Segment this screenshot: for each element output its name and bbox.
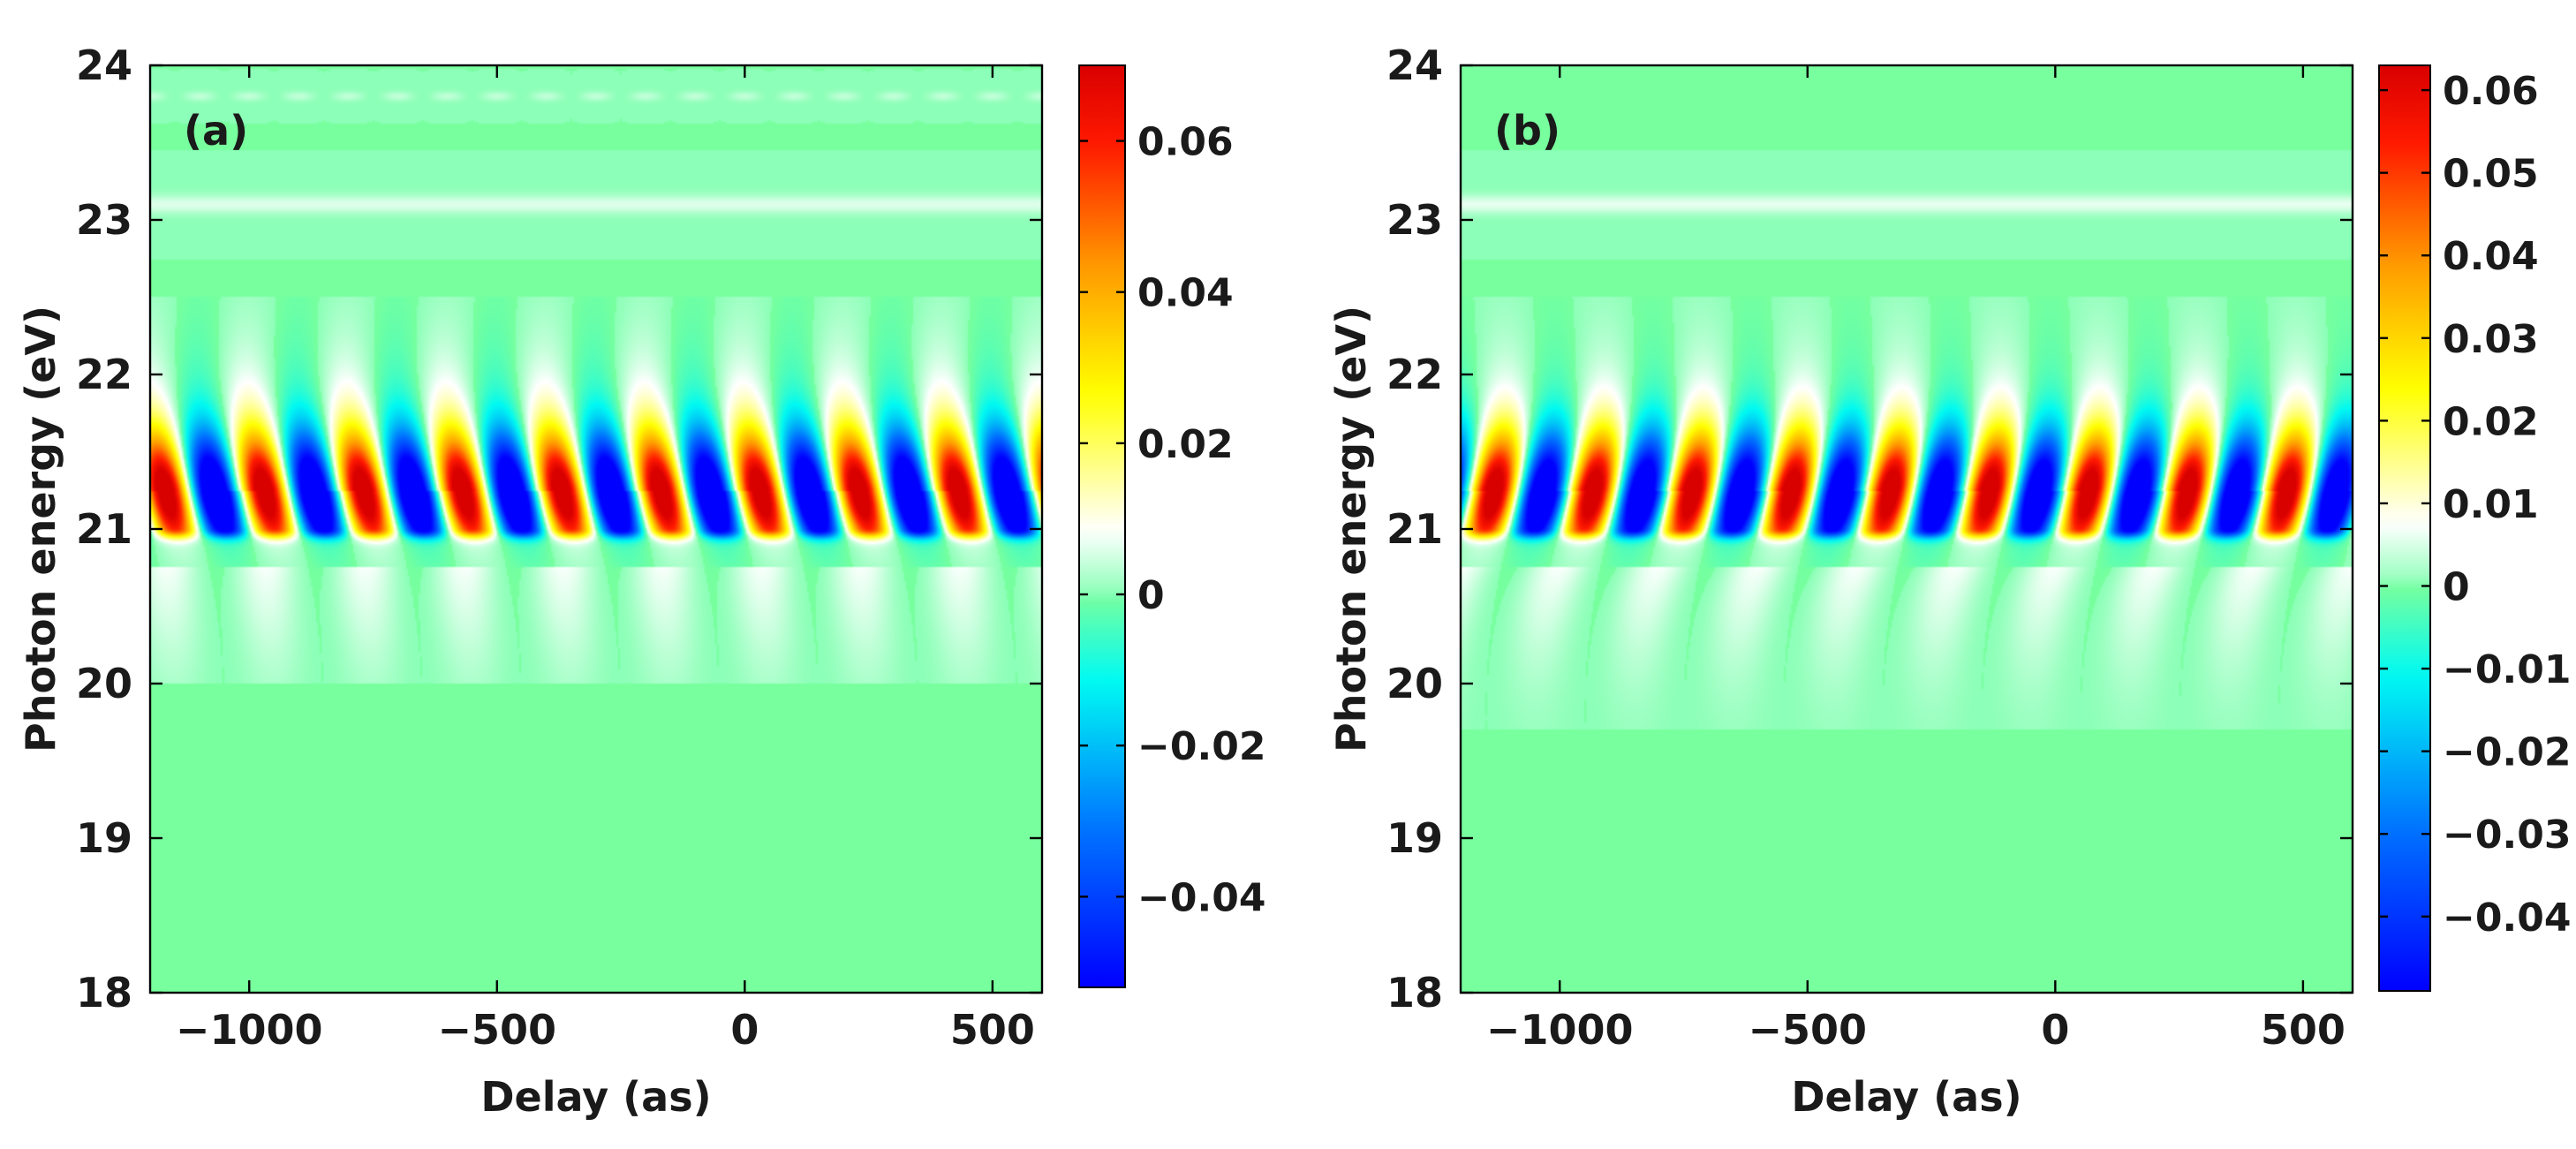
panel-a: −1000 −500 0 500 18 19 20 21 22 23 24 (a) Delay (a… [17,42,1265,1121]
panel-label-b: (b) [1494,107,1560,155]
colorbar-tick-label: 0.05 [2443,152,2539,197]
colorbar-tick-label: −0.04 [2443,896,2571,941]
panel-label-a: (a) [184,107,248,155]
y-axis-title-b: Photon energy (eV) [1327,306,1375,752]
colorbar-tick-label: 0.03 [2443,317,2539,362]
y-tick-label: 23 [1386,196,1443,244]
colorbar-tick-label: 0.04 [1137,271,1234,316]
y-tick-label: 23 [76,196,132,244]
y-tick-label: 21 [1386,505,1443,553]
colorbar-tick-label: −0.02 [2443,730,2571,775]
colorbar-b [2378,64,2431,992]
colorbar-ticks-b: −0.04 −0.03 −0.02 −0.01 0 0.01 0.02 0.03 0.04 0.0… [2379,69,2571,941]
x-tick-label: 0 [2041,1006,2069,1054]
y-tick-label: 21 [76,505,132,553]
colorbar-tick-label: 0.06 [2443,69,2539,114]
y-tick-label: 20 [1386,660,1443,707]
colorbar-tick-label: 0.04 [2443,234,2539,279]
x-tick-label: −500 [437,1006,556,1054]
panel-b: −1000 −500 0 500 18 19 20 21 22 23 24 (b) Delay (a… [1327,42,2571,1121]
x-tick-label: −500 [1748,1006,1867,1054]
colorbar-tick-label: 0 [2443,565,2470,610]
heatmap-b [1461,65,2353,993]
x-tick-label: 0 [730,1006,759,1054]
y-tick-label: 22 [1386,351,1443,398]
y-tick-label: 22 [76,351,132,398]
colorbar-tick-label: 0 [1137,573,1165,618]
axis-ticks-b: −1000 −500 0 500 18 19 20 21 22 23 24 [1386,42,2353,1054]
colorbar-tick-label: 0.01 [2443,482,2539,527]
colorbar-tick-label: −0.04 [1137,875,1265,920]
colorbar-tick-label: −0.02 [1137,724,1265,769]
y-tick-label: 24 [76,42,132,89]
y-tick-label: 19 [1386,814,1443,862]
y-tick-label: 20 [76,660,132,707]
x-tick-label: −1000 [176,1006,323,1054]
y-tick-label: 19 [76,814,132,862]
x-tick-label: 500 [2261,1006,2346,1054]
colorbar-a [1078,64,1126,988]
y-axis-title-a: Photon energy (eV) [17,306,64,752]
y-tick-label: 18 [1386,969,1443,1017]
heatmap-a [150,65,1042,993]
colorbar-tick-label: −0.03 [2443,813,2571,858]
colorbar-tick-label: −0.01 [2443,647,2571,692]
x-axis-title-a: Delay (as) [480,1073,711,1121]
x-axis-title-b: Delay (as) [1791,1073,2021,1121]
y-tick-label: 24 [1386,42,1443,89]
x-tick-label: 500 [950,1006,1035,1054]
y-tick-label: 18 [76,969,132,1017]
colorbar-tick-label: 0.06 [1137,120,1234,165]
colorbar-tick-label: 0.02 [2443,399,2539,444]
x-tick-label: −1000 [1486,1006,1634,1054]
colorbar-tick-label: 0.02 [1137,422,1234,467]
axis-ticks-a: −1000 −500 0 500 18 19 20 21 22 23 24 [76,42,1042,1054]
colorbar-ticks-a: −0.04 −0.02 0 0.02 0.04 0.06 [1079,120,1265,920]
